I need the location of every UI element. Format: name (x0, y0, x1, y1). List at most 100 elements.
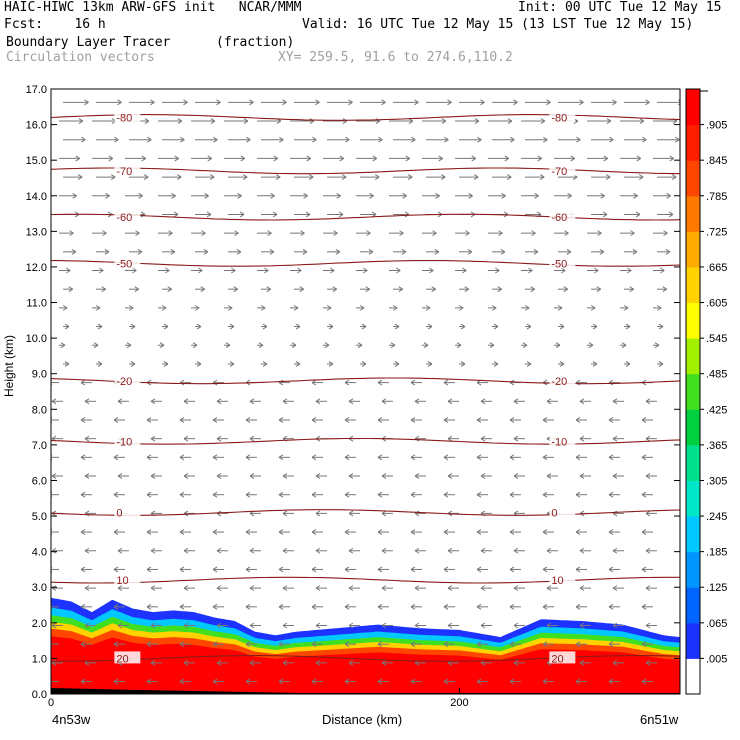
vector-arrowhead (530, 286, 535, 293)
y-tick-label: 16.0 (26, 120, 47, 132)
vector-arrowhead (427, 360, 433, 367)
vector-arrowhead (579, 435, 585, 442)
colorbar-label: .005 (706, 653, 727, 665)
vector-arrowhead (366, 230, 371, 237)
vector-arrowhead (559, 360, 565, 367)
vector-arrowhead (348, 622, 354, 629)
vector-arrowhead (278, 678, 284, 685)
contour-label: 20 (116, 653, 128, 665)
vector-arrowhead (590, 304, 596, 311)
vector-arrowhead (431, 286, 436, 293)
colorbar-swatch (686, 160, 700, 197)
vector-arrowhead (291, 342, 297, 349)
vector-arrowhead (546, 398, 552, 405)
y-tick-label: 9.0 (32, 369, 47, 381)
vector-arrowhead (555, 342, 561, 349)
contour-label-bg (549, 373, 576, 386)
vector-arrowhead (447, 473, 453, 479)
vector-arrowhead (377, 491, 383, 498)
vector-arrowhead (150, 435, 156, 442)
vector-arrowhead (447, 547, 453, 554)
header-forecast-hour: Fcst: 16 h (4, 17, 106, 32)
vector-arrowhead (509, 603, 515, 610)
vector-arrowhead (513, 547, 519, 554)
colorbar-swatch (686, 587, 700, 624)
vector-arrowhead (608, 566, 614, 573)
colorbar: .005 .065 .125 .185 .245 .305 .365 .425 .485 .545… (685, 88, 727, 695)
contour-label: -10 (551, 436, 567, 448)
vector-arrowhead (600, 192, 605, 199)
vector-arrowhead (108, 155, 114, 162)
y-tick-label: 0.0 (32, 689, 47, 701)
vector-arrowhead (282, 622, 288, 629)
header-init-time: Init: 00 UTC Tue 12 May 15 (518, 0, 722, 15)
vector-arrowhead (398, 286, 403, 293)
vector-arrowhead (249, 585, 255, 592)
vector-arrowhead (630, 230, 635, 237)
vector-arrowhead (608, 678, 614, 685)
vector-arrowhead (245, 603, 251, 610)
vector-arrowhead (315, 398, 321, 405)
vector-arrowhead (447, 622, 453, 629)
contour-label: 20 (551, 653, 563, 665)
vector-arrowhead (84, 398, 90, 405)
vector-arrowhead (557, 304, 563, 311)
vector-arrowhead (282, 659, 288, 666)
vector-arrowhead (163, 360, 169, 367)
vector-arrowhead (267, 230, 272, 237)
vector-arrowhead (315, 659, 321, 666)
vector-arrowhead (625, 360, 631, 367)
vector-arrowhead (612, 547, 618, 554)
vector-arrowhead (641, 491, 647, 498)
vector-arrowhead (534, 192, 539, 199)
vector-arrowhead (126, 342, 132, 349)
vector-arrowhead (513, 99, 518, 106)
vector-arrowhead (443, 417, 449, 423)
x-start-location: 4n53w (52, 712, 91, 727)
vector-arrowhead (443, 529, 449, 535)
y-tick-label: 10.0 (26, 333, 47, 345)
vector-arrowhead (509, 678, 515, 685)
vector-arrowhead (348, 510, 354, 517)
contour-label-bg (114, 651, 141, 664)
vector-arrowhead (348, 99, 353, 106)
vector-arrowhead (542, 641, 548, 648)
contour-label-bg (549, 110, 576, 123)
vector-arrowhead (278, 566, 284, 573)
vector-arrowhead (513, 622, 519, 629)
vector-arrowhead (678, 99, 680, 106)
vector-arrowhead (381, 398, 387, 405)
contour-label-bg (114, 573, 141, 586)
vector-arrowhead (176, 174, 182, 181)
vector-arrowhead (410, 379, 416, 386)
contour-label: 0 (116, 508, 122, 520)
vector-arrowhead (476, 603, 482, 610)
vector-arrowhead (641, 454, 647, 461)
temperature-contour (51, 213, 680, 221)
vector-arrowhead (249, 435, 255, 442)
vector-arrowhead (575, 566, 581, 573)
vector-arrowhead (447, 99, 452, 106)
vector-arrowhead (425, 304, 431, 311)
vector-arrowhead (210, 118, 216, 124)
vector-arrowhead (234, 230, 239, 237)
circulation-vectors (51, 99, 680, 685)
vector-arrowhead (300, 230, 305, 237)
vector-arrowhead (62, 304, 68, 311)
vector-arrowhead (476, 491, 482, 498)
vector-arrowhead (575, 641, 581, 648)
vector-arrowhead (396, 267, 401, 274)
vector-arrowhead (278, 417, 284, 423)
vector-arrowhead (641, 417, 647, 423)
vector-arrowhead (66, 267, 71, 274)
vector-arrowhead (539, 174, 545, 181)
contour-label: 10 (116, 575, 128, 587)
vector-arrowhead (212, 529, 218, 535)
vector-arrowhead (341, 174, 347, 181)
vector-arrowhead (212, 454, 218, 461)
vector-arrowhead (564, 230, 569, 237)
y-tick-label: 17.0 (26, 84, 47, 96)
vector-arrowhead (64, 360, 70, 367)
contour-label-bg (114, 505, 141, 518)
vector-arrowhead (260, 304, 266, 311)
